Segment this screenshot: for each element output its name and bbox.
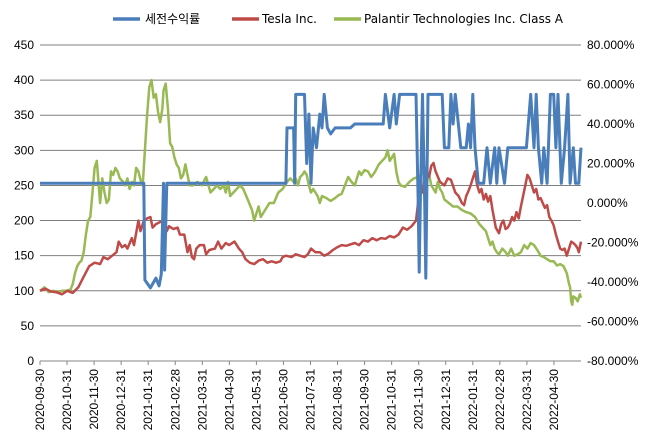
legend-label-tesla: Tesla Inc. [261, 12, 317, 26]
x-tick-label: 2022-02-28 [493, 369, 507, 431]
right-y-tick-label: 80.000% [587, 38, 635, 52]
x-tick-label: 2020-09-30 [33, 369, 47, 431]
x-tick-label: 2021-06-30 [276, 369, 290, 431]
right-y-axis-ticks: -80.000% -60.000% -40.000% -20.000% 0.000% 20… [587, 38, 639, 368]
x-tick-label: 2021-11-30 [412, 369, 426, 430]
x-tick-label: 2021-07-31 [304, 369, 318, 431]
x-tick-label: 2022-04-30 [547, 369, 561, 431]
x-tick-label: 2021-10-31 [385, 369, 399, 431]
right-y-tick-label: -20.000% [587, 236, 639, 250]
left-y-tick-label: 350 [14, 108, 34, 122]
x-tick-label: 2021-05-31 [249, 369, 263, 431]
x-tick-label: 2020-11-30 [87, 369, 101, 430]
series-line-strategy [40, 92, 583, 290]
x-axis-ticks: 2020-09-30 2020-10-31 2020-11-30 2020-12-31… [33, 361, 561, 430]
right-y-tick-label: -80.000% [587, 354, 639, 368]
x-tick-label: 2022-03-31 [520, 369, 534, 431]
right-y-tick-label: 20.000% [587, 157, 635, 171]
series-lines [39, 78, 583, 307]
gridlines [40, 44, 581, 327]
x-tick-label: 2020-10-31 [60, 369, 74, 431]
right-y-tick-label: 40.000% [587, 117, 635, 131]
left-y-tick-label: 100 [14, 284, 34, 298]
left-y-tick-label: 250 [14, 178, 34, 192]
left-y-tick-label: 50 [21, 319, 35, 333]
right-y-tick-label: -60.000% [587, 315, 639, 329]
left-y-tick-label: 200 [14, 214, 34, 228]
left-y-tick-label: 150 [14, 249, 34, 263]
left-y-axis-ticks: 0 50 100 150 200 250 300 350 400 450 [14, 38, 34, 368]
left-y-tick-label: 300 [14, 143, 34, 157]
x-tick-label: 2021-12-31 [439, 369, 453, 431]
x-tick-label: 2020-12-31 [114, 369, 128, 431]
x-tick-label: 2021-04-30 [222, 369, 236, 431]
right-y-tick-label: 60.000% [587, 78, 635, 92]
legend-label-strategy: 세전수익률 [145, 12, 200, 26]
right-y-tick-label: 0.000% [587, 196, 628, 210]
x-tick-label: 2021-08-31 [331, 369, 345, 431]
left-y-tick-label: 450 [14, 38, 34, 52]
x-tick-label: 2021-02-28 [168, 369, 182, 431]
legend: 세전수익률 Tesla Inc. Palantir Technologies I… [113, 12, 564, 26]
legend-label-palantir: Palantir Technologies Inc. Class A [364, 12, 564, 26]
left-y-tick-label: 0 [27, 354, 34, 368]
series-line-palantir [39, 78, 583, 307]
x-tick-label: 2021-03-31 [195, 369, 209, 431]
x-tick-label: 2021-01-31 [141, 369, 155, 431]
x-tick-label: 2021-09-30 [358, 369, 372, 431]
left-y-tick-label: 400 [14, 73, 34, 87]
x-tick-label: 2022-01-31 [466, 369, 480, 431]
series-line-tesla [39, 161, 583, 296]
right-y-tick-label: -40.000% [587, 275, 639, 289]
